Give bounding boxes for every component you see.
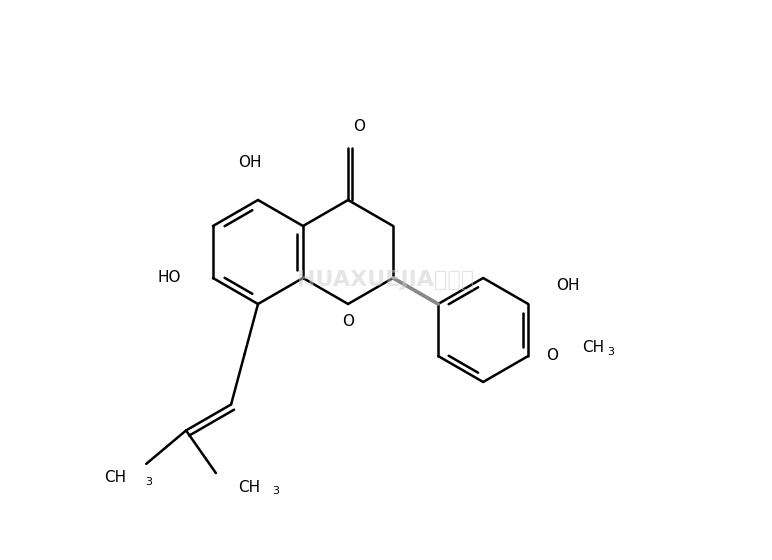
Text: OH: OH [556,278,580,293]
Text: O: O [342,314,354,329]
Text: OH: OH [239,155,262,170]
Text: CH: CH [238,479,260,494]
Text: 3: 3 [608,347,615,357]
Text: CH: CH [104,470,126,486]
Text: HUAXUEJIA化学家: HUAXUEJIA化学家 [297,270,475,290]
Text: HO: HO [157,270,181,286]
Text: 3: 3 [145,477,152,487]
Text: O: O [547,348,558,363]
Text: O: O [353,119,365,134]
Text: CH: CH [582,340,604,356]
Text: 3: 3 [272,486,279,496]
